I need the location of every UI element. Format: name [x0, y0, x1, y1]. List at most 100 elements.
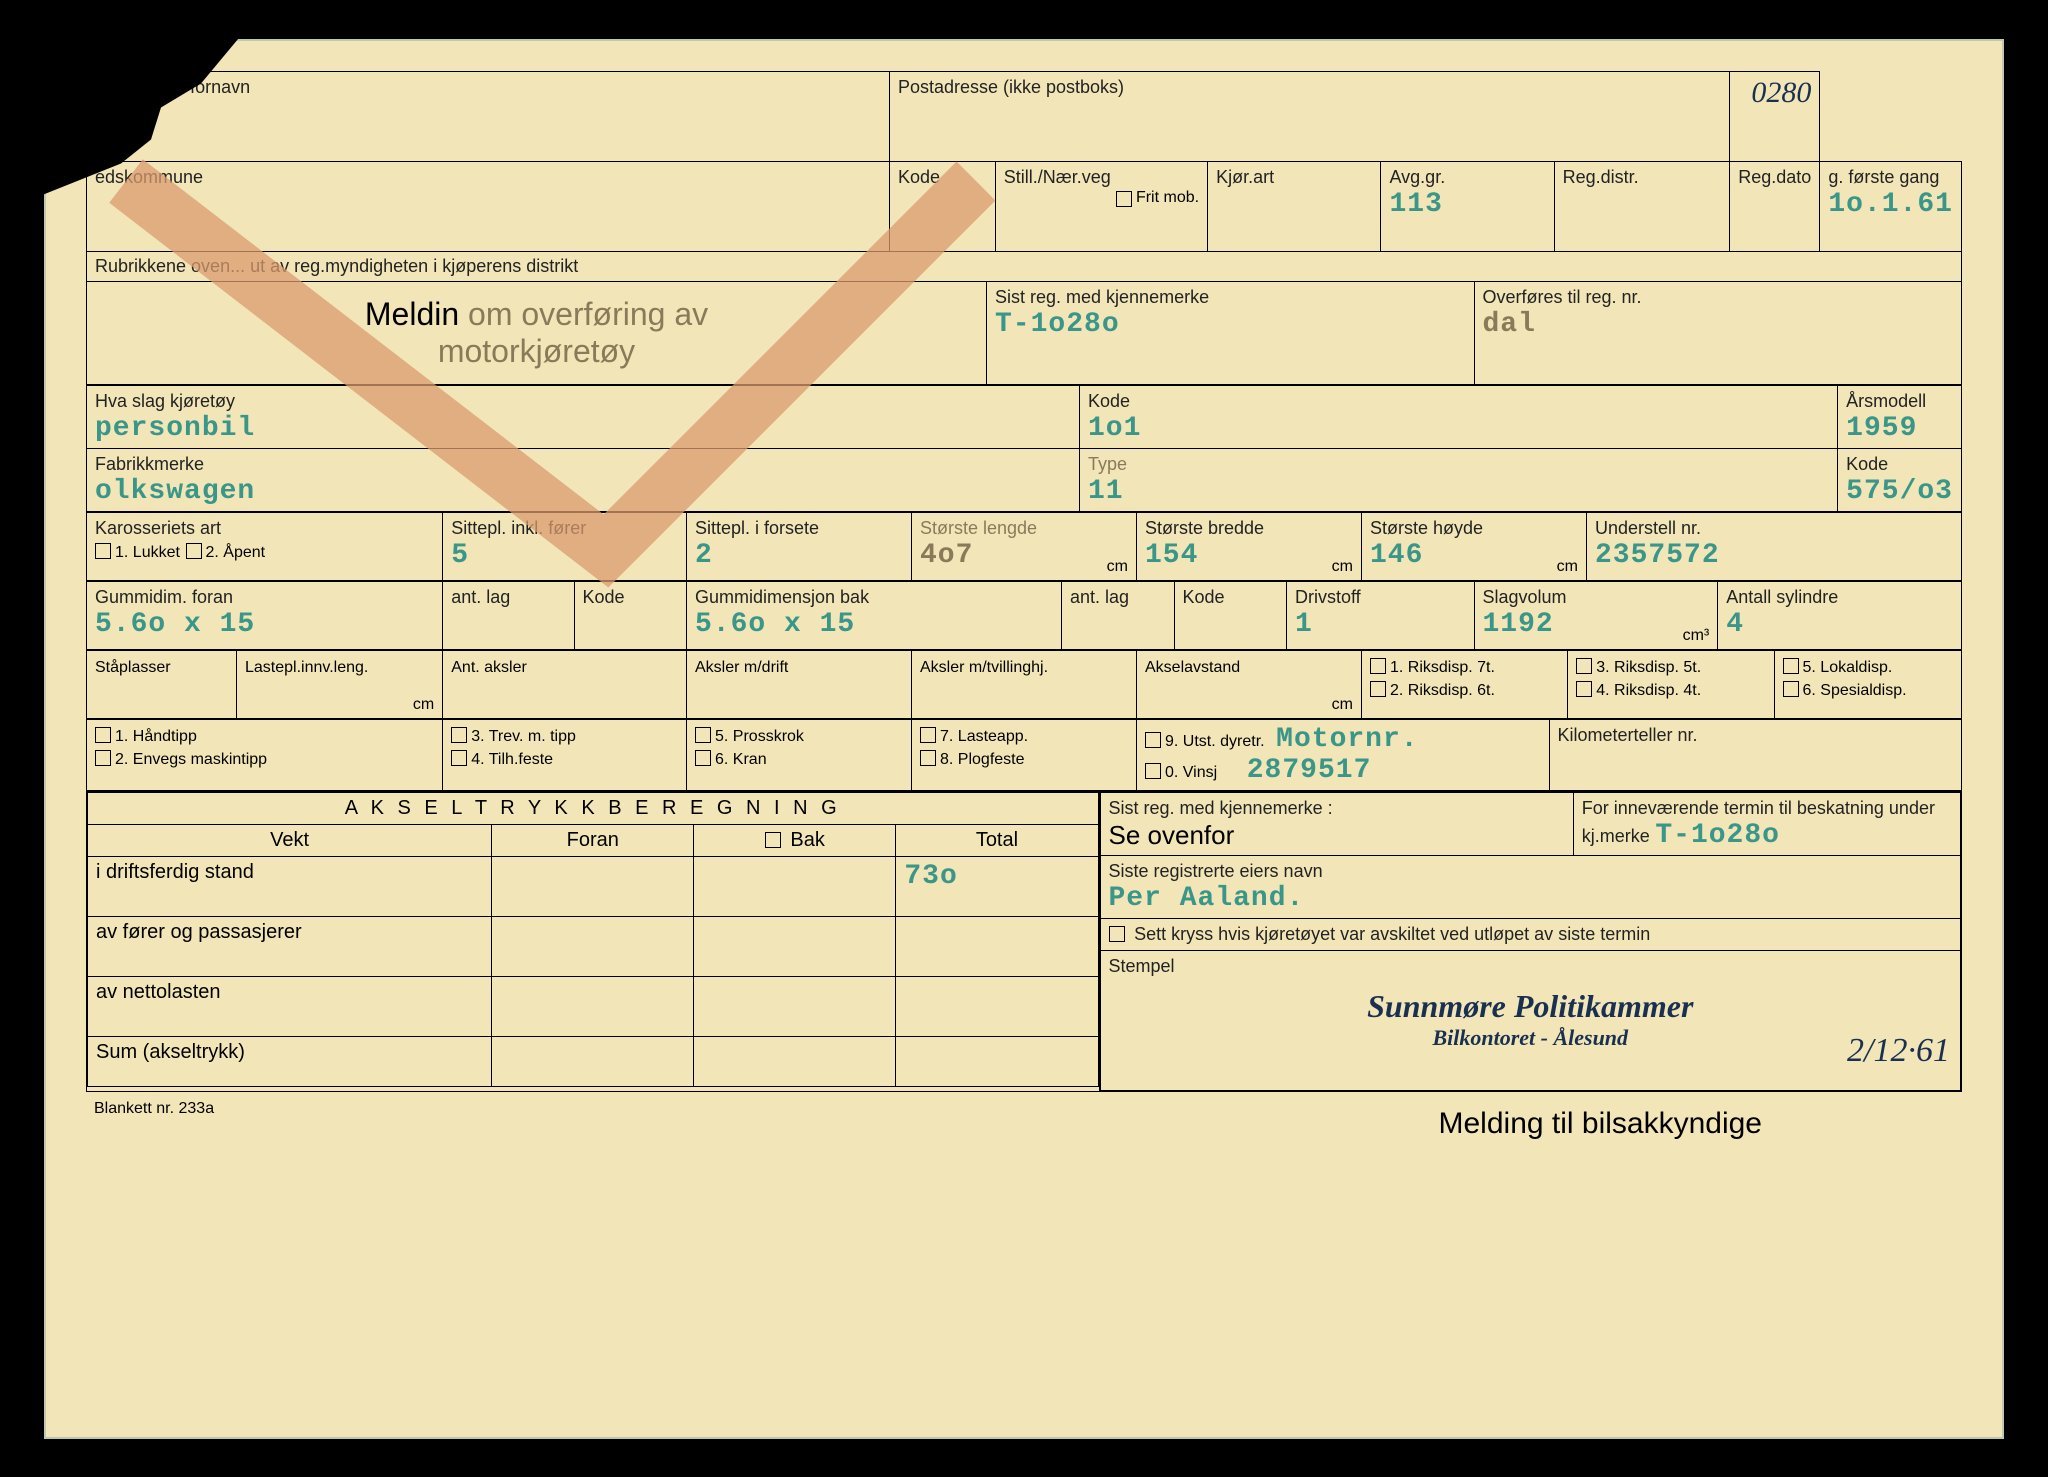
rubrikk-note: Rubrikkene oven... ut av reg.myndigheten…: [86, 252, 1962, 281]
sistreg-cell: Sist reg. med kjennemerke T-1o28o: [987, 281, 1475, 384]
title-cell: Meldin om overføring av motorkjøretøy: [87, 281, 987, 384]
seovenfor: Se ovenfor: [1109, 820, 1235, 850]
slagvolum-cell: Slagvolum 1192 cm³: [1474, 581, 1718, 649]
kode-cell: Kode: [889, 161, 995, 251]
type-val: 11: [1088, 476, 1124, 507]
sittepl-val: 5: [451, 540, 469, 571]
stamp-block: Sunnmøre Politikammer Bilkontoret - Åles…: [1109, 988, 1953, 1051]
stamp-line2: Bilkontoret - Ålesund: [1432, 1025, 1628, 1050]
drift-total: 73o: [896, 856, 1098, 916]
blankett-nr: Blankett nr. 233a: [94, 1100, 214, 1117]
sittepl-label: Sittepl. inkl. fører: [451, 518, 586, 538]
laste-cell: 7. Lasteapp. 8. Plogfeste: [912, 719, 1137, 790]
sistreg-label: Sist reg. med kjennemerke: [995, 287, 1209, 307]
gummiforan-cell: Gummidim. foran 5.6o x 15: [87, 581, 443, 649]
hoyde-cell: Største høyde 146 cm: [1362, 512, 1587, 580]
edskommune-cell: edskommune: [87, 161, 890, 251]
kode1-cell: Kode: [574, 581, 687, 649]
tipp-cell: 1. Håndtipp 2. Envegs maskintipp: [87, 719, 443, 790]
vekt-hdr: Vekt: [88, 824, 492, 856]
kmteller-label: Kilometerteller nr.: [1558, 725, 1698, 745]
avggr-label: Avg.gr.: [1389, 167, 1445, 187]
forstegang-label: g. første gang: [1828, 167, 1939, 187]
sum-label: Sum (akseltrykk): [88, 1036, 492, 1086]
kryss-cell: Sett kryss hvis kjøretøyet var avskiltet…: [1100, 918, 1961, 950]
title-table: Meldin om overføring av motorkjøretøy Si…: [86, 281, 1962, 385]
handnum-cell: 0280: [1730, 71, 1820, 161]
sitteplf-label: Sittepl. i forsete: [695, 518, 819, 538]
stillnaerveg-label: Still./Nær.veg: [1004, 167, 1111, 187]
lengde-val: 4o7: [920, 540, 973, 571]
stillnaerveg-cell: Still./Nær.veg Frit mob.: [995, 161, 1207, 251]
melding-cell: Melding til bilsakkyndige: [836, 1092, 1962, 1145]
sitteplf-cell: Sittepl. i forsete 2: [687, 512, 912, 580]
gummibak-cell: Gummidimensjon bak 5.6o x 15: [687, 581, 1062, 649]
sistreg2-cell: Sist reg. med kjennemerke : Se ovenfor: [1100, 792, 1573, 855]
stempel-cell: Stempel Sunnmøre Politikammer Bilkontore…: [1100, 950, 1961, 1090]
arsmodell-label: Årsmodell: [1846, 391, 1926, 411]
gummi-table: Gummidim. foran 5.6o x 15 ant. lag Kode …: [86, 581, 1962, 650]
regdistr-cell: Reg.distr.: [1554, 161, 1730, 251]
eier-cell: Siste registrerte eiers navn Per Aaland.: [1100, 855, 1961, 918]
check-table: 1. Håndtipp 2. Envegs maskintipp 3. Trev…: [86, 719, 1962, 791]
termin-cell: For inneværende termin til beskatning un…: [1573, 792, 1960, 855]
edskommune-label: edskommune: [95, 167, 203, 187]
bottom-table: A K S E L T R Y K K B E R E G N I N G Ve…: [86, 791, 1962, 1092]
regdato-cell: Reg.dato: [1730, 161, 1820, 251]
staa-cell: Ståplasser: [87, 650, 237, 718]
utst-cell: 9. Utst. dyretr. Motornr. 0. Vinsj 28795…: [1137, 719, 1550, 790]
akslerdrift-cell: Aksler m/drift: [687, 650, 912, 718]
staa-table: Ståplasser Lastepl.innv.leng.cm Ant. aks…: [86, 650, 1962, 719]
footer-table: Blankett nr. 233a Melding til bilsakkynd…: [86, 1092, 1962, 1145]
fritmob-label: Frit mob.: [1136, 189, 1199, 207]
hoyde-val: 146: [1370, 540, 1423, 571]
lengde-label: Største lengde: [920, 518, 1037, 538]
bredde-cell: Største bredde 154 cm: [1137, 512, 1362, 580]
etternavn-cell: etternavn – fornavn: [87, 71, 890, 161]
karosseri-table: Karosseriets art 1. Lukket 2. Åpent Sitt…: [86, 512, 1962, 581]
motornr-val: 2879517: [1247, 755, 1372, 786]
forer-label: av fører og passasjerer: [88, 916, 492, 976]
form-title: Meldin om overføring av motorkjøretøy: [95, 286, 978, 380]
kart-label: Karosseriets art: [95, 518, 221, 538]
regdato-label: Reg.dato: [1738, 167, 1811, 187]
fabrikk-label: Fabrikkmerke: [95, 454, 204, 474]
gummiforan-label: Gummidim. foran: [95, 587, 233, 607]
sylindre-cell: Antall sylindre 4: [1718, 581, 1962, 649]
understell-label: Understell nr.: [1595, 518, 1701, 538]
drivstoff-label: Drivstoff: [1295, 587, 1361, 607]
fabrikk-val: olkswagen: [95, 476, 255, 507]
postadresse-label: Postadresse (ikke postboks): [898, 77, 1124, 97]
slagvolum-label: Slagvolum: [1483, 587, 1567, 607]
kjorart-cell: Kjør.art: [1208, 161, 1381, 251]
bak-hdr: Bak: [694, 824, 896, 856]
stamp-line1: Sunnmøre Politikammer: [1367, 988, 1693, 1024]
vkode2-cell: Kode 575/o3: [1838, 448, 1962, 511]
blankett-cell: Blankett nr. 233a: [86, 1092, 836, 1145]
sylindre-label: Antall sylindre: [1726, 587, 1838, 607]
total-hdr: Total: [896, 824, 1098, 856]
overfores-label: Overføres til reg. nr.: [1483, 287, 1642, 307]
aksel-table: A K S E L T R Y K K B E R E G N I N G Ve…: [87, 792, 1099, 1087]
bredde-label: Største bredde: [1145, 518, 1264, 538]
fabrikk-cell: Fabrikkmerke olkswagen: [87, 448, 1080, 511]
avggr-cell: Avg.gr. 113: [1381, 161, 1554, 251]
slagvolum-val: 1192: [1483, 609, 1554, 640]
apent-checkbox: [186, 543, 202, 559]
antlag2-cell: ant. lag: [1062, 581, 1175, 649]
slag-val: personbil: [95, 413, 255, 444]
drift-label: i driftsferdig stand: [88, 856, 492, 916]
aksel-title: A K S E L T R Y K K B E R E G N I N G: [88, 792, 1099, 824]
lastepl-cell: Lastepl.innv.leng.cm: [237, 650, 443, 718]
vehicle-table: Hva slag kjøretøy personbil Kode 1o1 Års…: [86, 385, 1962, 512]
kode2-cell: Kode: [1174, 581, 1287, 649]
regdistr-label: Reg.distr.: [1563, 167, 1639, 187]
eier-val: Per Aaland.: [1109, 883, 1305, 914]
kode-label: Kode: [898, 167, 940, 187]
handwritten-number: 0280: [1751, 76, 1811, 109]
overfores-val: dal: [1483, 309, 1536, 340]
akslertwin-cell: Aksler m/tvillinghj.: [912, 650, 1137, 718]
melding-til: Melding til bilsakkyndige: [1439, 1107, 1763, 1140]
drivstoff-val: 1: [1295, 609, 1313, 640]
type-cell: Type 11: [1079, 448, 1837, 511]
